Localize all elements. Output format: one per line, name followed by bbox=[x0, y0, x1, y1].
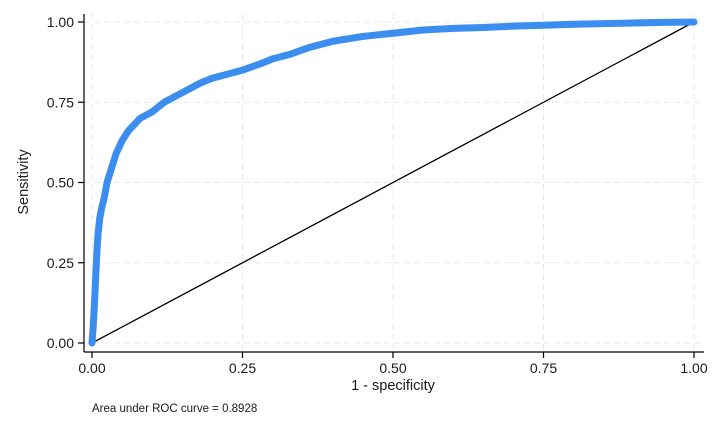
y-tick-label: 1.00 bbox=[47, 14, 74, 30]
x-tick-label: 1.00 bbox=[680, 360, 707, 376]
roc-curve bbox=[88, 18, 698, 347]
x-tick-label: 0.75 bbox=[530, 360, 557, 376]
y-tick-label: 0.75 bbox=[47, 94, 74, 110]
x-axis-title: 1 - specificity bbox=[351, 378, 436, 394]
series-layer bbox=[88, 18, 698, 347]
x-ticks: 0.00 0.25 0.50 0.75 1.00 bbox=[78, 352, 708, 376]
gridlines bbox=[84, 14, 704, 352]
auc-note: Area under ROC curve = 0.8928 bbox=[92, 403, 257, 415]
y-tick-label: 0.00 bbox=[47, 335, 74, 351]
reference-line bbox=[91, 21, 695, 344]
y-ticks: 0.00 0.25 0.50 0.75 1.00 bbox=[47, 14, 84, 351]
y-tick-label: 0.25 bbox=[47, 255, 74, 271]
y-tick-label: 0.50 bbox=[47, 175, 74, 191]
x-tick-label: 0.50 bbox=[379, 360, 406, 376]
y-axis-title: Sensitivity bbox=[16, 149, 32, 215]
x-tick-label: 0.00 bbox=[78, 360, 105, 376]
x-tick-label: 0.25 bbox=[229, 360, 256, 376]
